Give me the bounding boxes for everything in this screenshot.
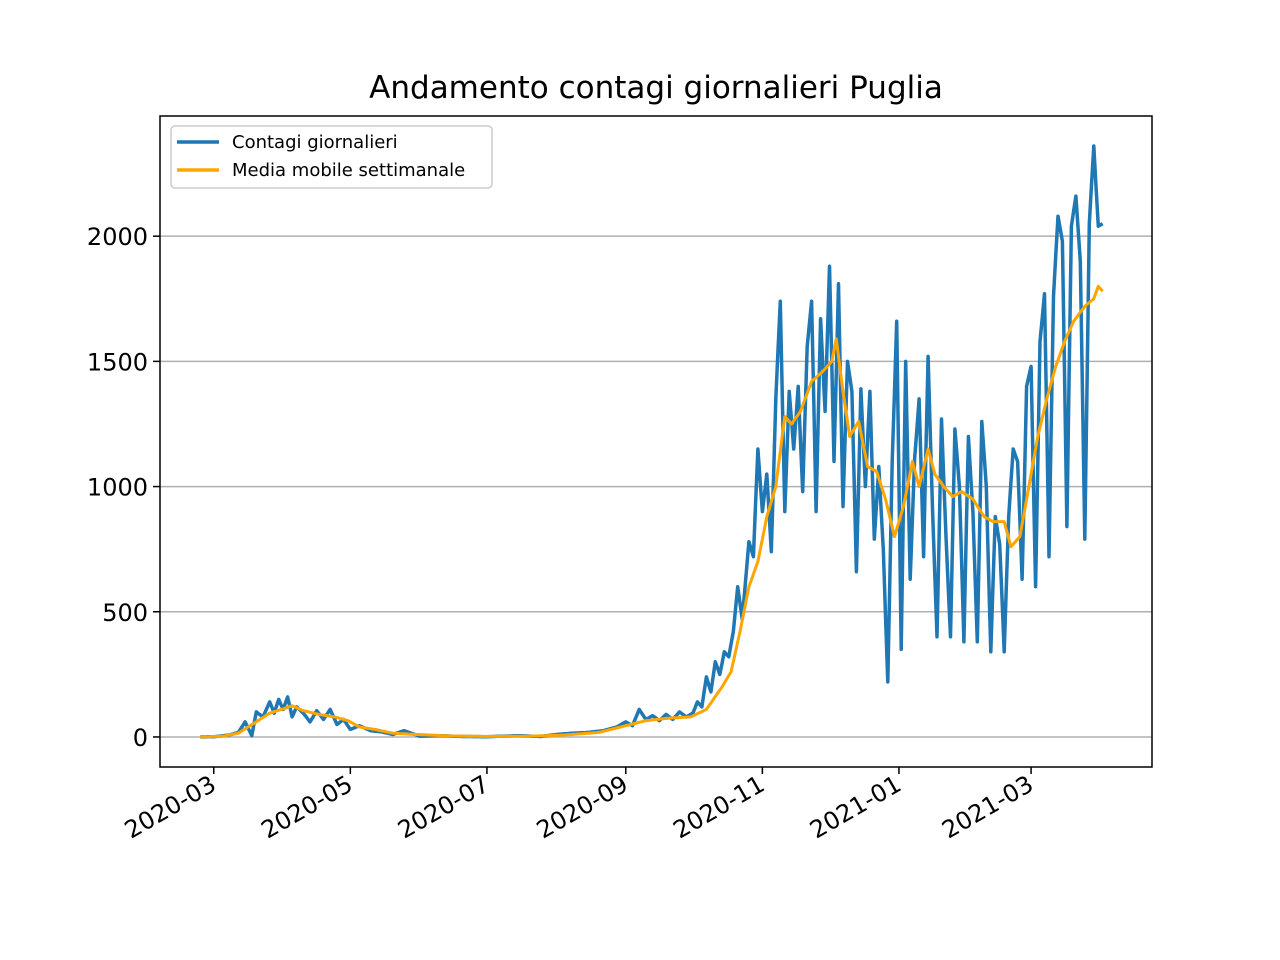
y-tick-label: 1500 <box>87 348 148 376</box>
legend-label: Media mobile settimanale <box>232 160 465 181</box>
legend-box <box>170 125 493 189</box>
axes-frame <box>159 115 1153 768</box>
y-axis: 0 500 1000 1500 2000 <box>87 223 160 752</box>
chart-title: Andamento contagi giornalieri Puglia <box>369 70 943 106</box>
y-tick-label: 2000 <box>87 223 148 251</box>
series-line-moving-average <box>200 284 1104 739</box>
series-line-daily-cases <box>200 144 1104 739</box>
y-tick-label: 500 <box>102 599 148 627</box>
legend-label: Contagi giornalieri <box>232 132 398 153</box>
legend: Contagi giornalieri Media mobile settiman… <box>170 125 493 189</box>
y-tick-label: 0 <box>133 724 148 752</box>
y-tick-label: 1000 <box>87 474 148 502</box>
series-layer <box>200 144 1104 739</box>
